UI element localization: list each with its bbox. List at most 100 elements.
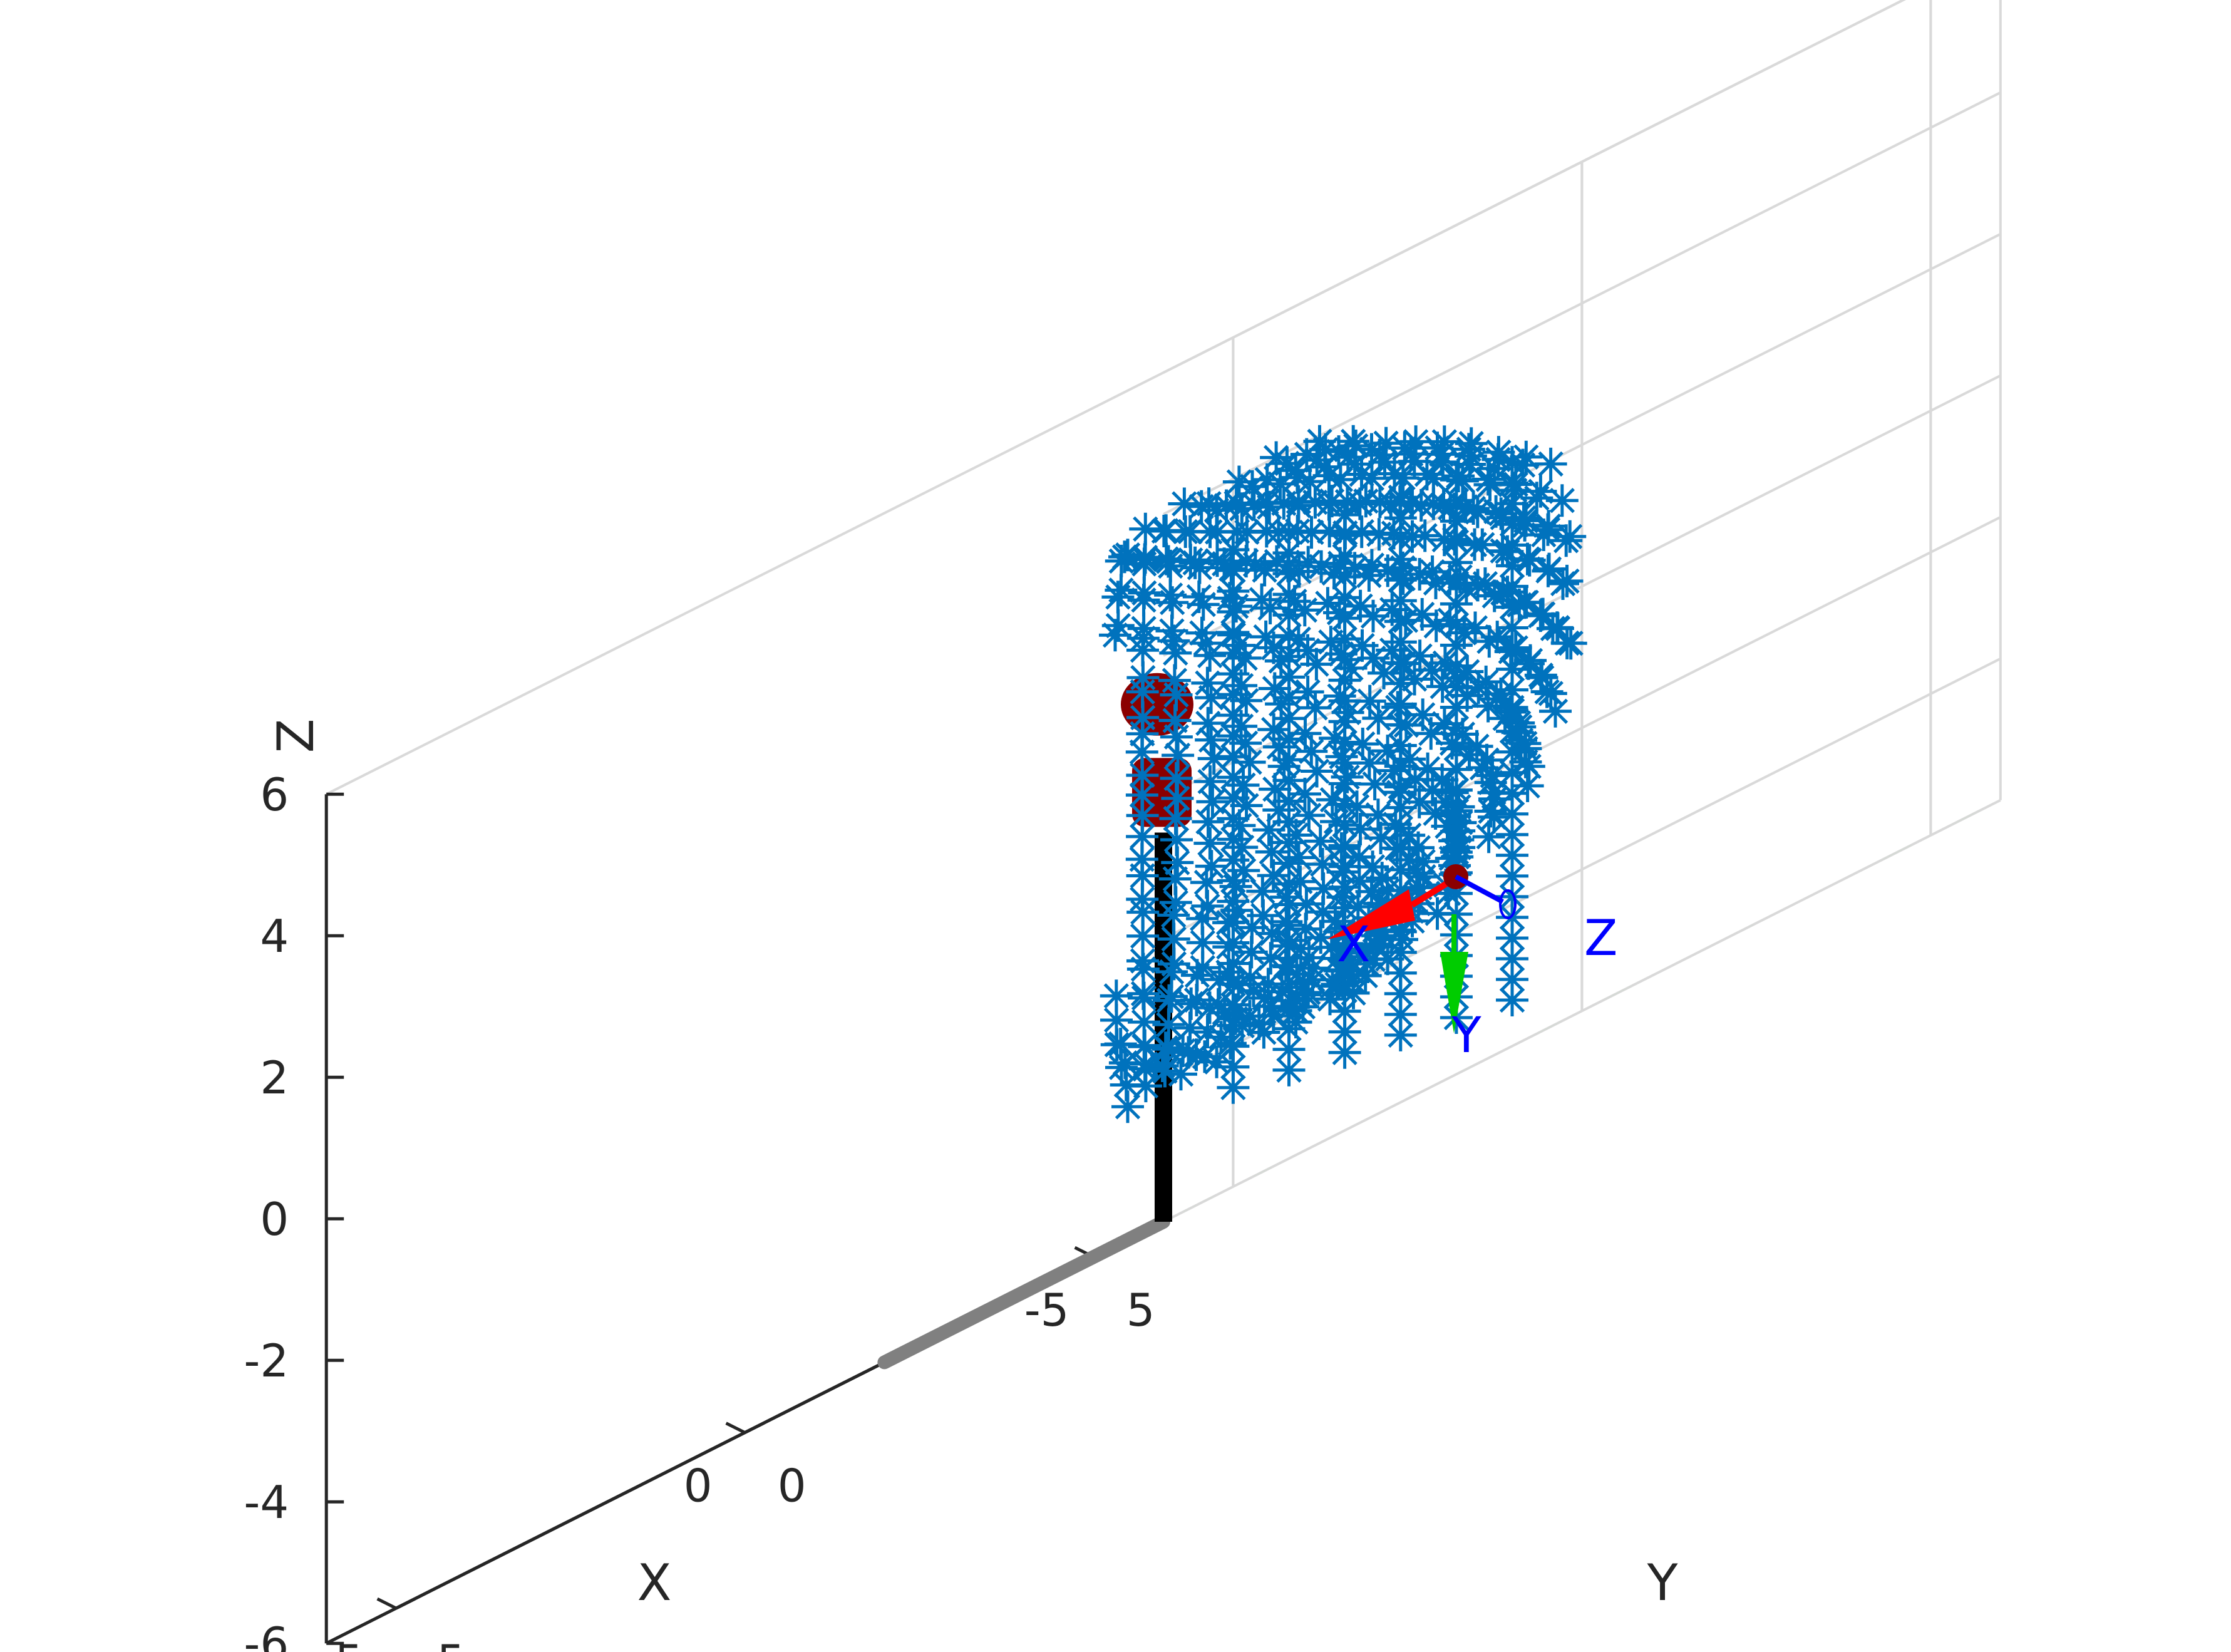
scatter-point: [1272, 867, 1306, 901]
scatter-point: [1399, 425, 1433, 458]
scatter-point: [1440, 649, 1473, 683]
scatter-point: [1328, 726, 1361, 759]
scatter-point: [1126, 919, 1160, 952]
scatter-point: [1399, 763, 1432, 796]
scatter-point: [1342, 865, 1376, 898]
scatter-point: [1358, 768, 1391, 800]
scatter-point: [1272, 971, 1306, 1004]
y-tick-label: 0: [778, 1460, 806, 1512]
scatter-point: [1428, 524, 1461, 557]
scatter-point: [1105, 1051, 1138, 1084]
scatter-point: [1196, 785, 1229, 818]
scatter-point: [1440, 546, 1473, 579]
scatter-point: [1473, 468, 1507, 501]
scatter-point: [1363, 518, 1396, 551]
scatter-point: [1126, 799, 1159, 832]
scatter-point: [1384, 936, 1417, 969]
scatter-point: [1160, 761, 1193, 795]
scatter-point: [1272, 805, 1306, 839]
scatter-point: [1129, 1070, 1162, 1103]
scatter-point: [1197, 742, 1230, 775]
scatter-point: [1328, 953, 1361, 986]
scatter-point: [1331, 696, 1364, 729]
scatter-point: [1250, 486, 1283, 519]
scatter-point: [1158, 862, 1192, 896]
scatter-point: [1328, 746, 1361, 780]
scatter-point: [1478, 452, 1511, 485]
scatter-point: [1496, 818, 1528, 851]
scatter-point: [1230, 789, 1263, 822]
scatter-point: [1345, 458, 1378, 491]
scatter-point: [1357, 642, 1390, 674]
scatter-point: [1169, 515, 1202, 548]
scatter-point: [1317, 557, 1351, 590]
scatter-point: [1328, 788, 1361, 821]
scatter-point: [1220, 487, 1253, 520]
scatter-point: [1217, 1009, 1250, 1042]
scatter-point: [1195, 681, 1228, 715]
scatter-point: [1234, 961, 1267, 994]
scatter-point: [1324, 463, 1357, 496]
scatter-point: [1414, 717, 1448, 750]
scatter-point: [1421, 897, 1454, 930]
scatter-point: [1272, 516, 1306, 549]
scatter-point: [1431, 810, 1464, 843]
scatter-point: [1496, 529, 1528, 562]
scatter-point: [1440, 505, 1473, 538]
scatter-point: [1160, 678, 1193, 711]
scatter-point: [1100, 1004, 1133, 1036]
scatter-point: [1304, 921, 1337, 954]
scatter-point: [1452, 433, 1485, 466]
frame-z-tip: [1499, 889, 1517, 919]
scatter-point: [1220, 515, 1254, 548]
scatter-point: [1520, 482, 1553, 515]
scatter-point: [1388, 431, 1421, 465]
scatter-point: [1157, 624, 1190, 658]
scatter-point: [1406, 845, 1440, 878]
scatter-point: [1321, 942, 1354, 975]
scatter-point: [1193, 765, 1227, 798]
scatter-point: [1252, 968, 1285, 1001]
scatter-point: [1337, 976, 1370, 1009]
scatter-point: [1440, 587, 1473, 621]
scatter-point: [1496, 777, 1528, 810]
scatter-point: [1384, 832, 1417, 865]
scatter-point: [1328, 1015, 1361, 1048]
scatter-point: [1478, 782, 1511, 815]
scatter-point: [1111, 539, 1144, 572]
scatter-point: [1356, 943, 1389, 976]
scatter-point: [1451, 655, 1484, 688]
y-tick: [376, 1597, 397, 1610]
scatter-point: [1328, 767, 1361, 800]
scatter-point: [1545, 484, 1579, 517]
scatter-point: [1195, 723, 1228, 756]
z-tick-label: 2: [260, 1051, 289, 1104]
scatter-point: [1428, 707, 1461, 740]
scatter-point: [1282, 485, 1315, 518]
scatter-point: [1480, 495, 1513, 528]
scatter-point: [1174, 544, 1207, 577]
scatter-point: [1101, 609, 1135, 642]
scatter-point: [1290, 887, 1323, 921]
scatter-point: [1217, 1030, 1250, 1063]
scatter-point: [1328, 870, 1361, 904]
z-tick-label: -4: [244, 1476, 289, 1529]
x-tick: [744, 1422, 765, 1434]
scatter-point: [1509, 732, 1542, 765]
scatter-point: [1229, 641, 1262, 674]
scatter-point: [1110, 1068, 1143, 1102]
scatter-point: [1272, 1053, 1306, 1087]
scatter-point: [1237, 488, 1270, 521]
scatter-point: [1398, 445, 1431, 478]
scatter-point: [1355, 462, 1388, 495]
scatter-point: [1471, 463, 1505, 496]
scatter-point: [1541, 612, 1574, 645]
scatter-point: [1257, 713, 1291, 746]
scatter-point: [1462, 671, 1495, 705]
scatter-point: [1129, 512, 1162, 545]
scatter-point: [1328, 664, 1361, 697]
scatter-point: [1147, 515, 1180, 547]
grid-layer: [326, 0, 2002, 1223]
scatter-point: [1126, 759, 1159, 792]
